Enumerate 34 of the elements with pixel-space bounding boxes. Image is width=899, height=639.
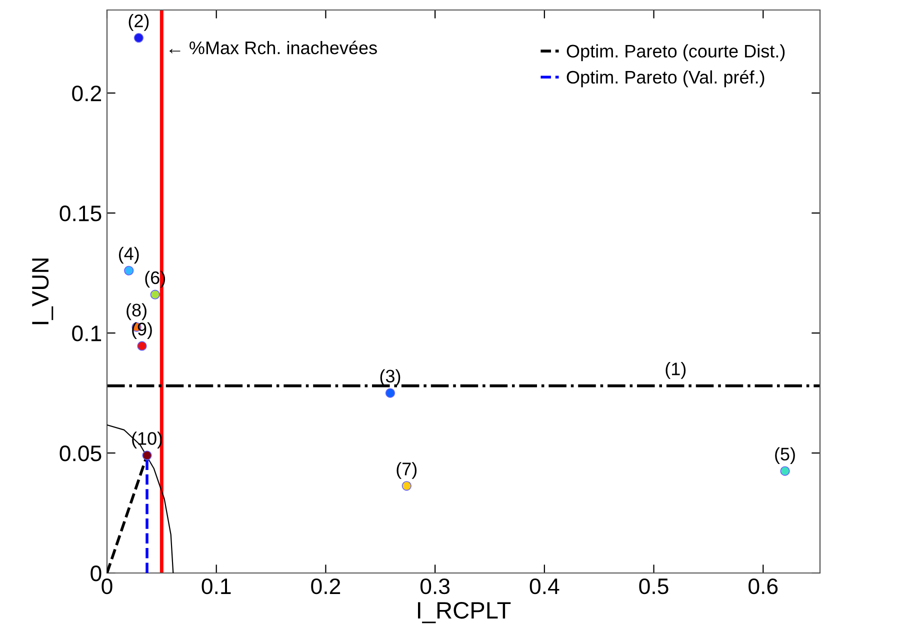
x-tick-label: 0.2 [311,578,340,594]
legend-label: Optim. Pareto (courte Dist.) [566,44,785,62]
annotation: (4) [118,246,139,264]
x-tick-label: 0.3 [420,578,450,594]
point [124,266,134,276]
y-tick-label: 0.2 [72,86,102,102]
x-tick-label: 0.6 [748,578,778,594]
annotation: (3) [380,369,400,386]
y-tick-label: 0.15 [60,206,102,222]
line-series [107,424,174,573]
point [402,481,412,491]
annotation: (1) [666,362,686,379]
annotation: (2) [128,14,149,31]
y-axis-title: I_VUN [32,258,54,324]
annotation: (8) [126,303,146,320]
annotation: (7) [396,462,417,479]
x-tick-label: 0 [102,578,112,594]
point [150,290,160,300]
annotation: (5) [775,447,795,464]
x-axis-title: I_RCPLT [418,602,511,624]
annotation: (9) [132,322,152,340]
x-tick-label: 0.1 [202,578,231,594]
y-tick-label: 0.05 [60,446,102,462]
point [780,466,790,476]
x-tick-label: 0.5 [639,578,668,594]
y-tick-label: 0 [90,566,102,582]
point [385,388,396,398]
point [137,341,147,351]
x-tick-label: 0.4 [530,578,560,594]
ref-line-label: ← %Max Rch. inachevées [170,40,377,54]
y-tick-label: 0.1 [72,326,102,342]
point [134,33,144,43]
legend-label: Optim. Pareto (Val. préf.) [566,70,764,88]
point [142,450,152,460]
